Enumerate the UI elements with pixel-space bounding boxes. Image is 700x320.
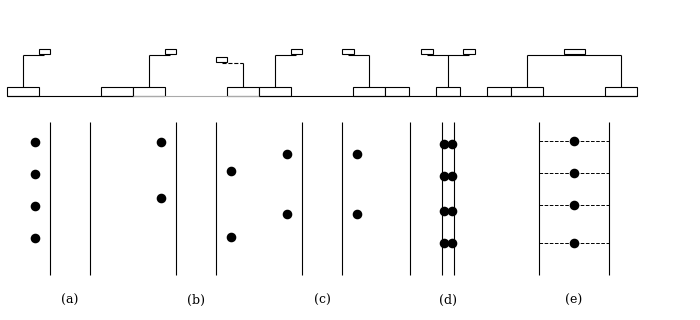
Point: [568, 139, 580, 144]
Point: [447, 141, 458, 147]
Point: [568, 241, 580, 246]
FancyBboxPatch shape: [101, 87, 133, 96]
FancyBboxPatch shape: [133, 87, 165, 96]
Point: [568, 171, 580, 176]
Point: [351, 151, 363, 156]
Text: (b): (b): [187, 294, 205, 307]
Point: [155, 140, 167, 145]
Point: [447, 209, 458, 214]
Point: [29, 140, 41, 145]
FancyBboxPatch shape: [463, 49, 475, 54]
Point: [29, 172, 41, 177]
Point: [438, 209, 449, 214]
Text: (e): (e): [566, 294, 582, 307]
Point: [351, 212, 363, 217]
Point: [281, 151, 293, 156]
Text: (d): (d): [439, 294, 457, 307]
Point: [225, 169, 237, 174]
Point: [568, 203, 580, 208]
Point: [438, 141, 449, 147]
FancyBboxPatch shape: [385, 87, 409, 96]
Text: (c): (c): [314, 294, 330, 307]
FancyBboxPatch shape: [436, 87, 460, 96]
FancyBboxPatch shape: [38, 49, 50, 54]
Point: [438, 173, 449, 179]
FancyBboxPatch shape: [227, 87, 259, 96]
Point: [447, 241, 458, 246]
FancyBboxPatch shape: [353, 87, 385, 96]
FancyBboxPatch shape: [7, 87, 39, 96]
FancyBboxPatch shape: [421, 49, 433, 54]
FancyBboxPatch shape: [564, 49, 584, 54]
Point: [29, 236, 41, 241]
FancyBboxPatch shape: [511, 87, 543, 96]
Point: [155, 196, 167, 201]
FancyBboxPatch shape: [342, 49, 354, 54]
FancyBboxPatch shape: [259, 87, 291, 96]
Point: [29, 204, 41, 209]
FancyBboxPatch shape: [605, 87, 637, 96]
FancyBboxPatch shape: [487, 87, 511, 96]
FancyBboxPatch shape: [216, 57, 228, 62]
Text: (a): (a): [62, 294, 78, 307]
Point: [225, 234, 237, 239]
FancyBboxPatch shape: [290, 49, 302, 54]
Point: [447, 173, 458, 179]
Point: [438, 241, 449, 246]
FancyBboxPatch shape: [164, 49, 176, 54]
Point: [281, 212, 293, 217]
